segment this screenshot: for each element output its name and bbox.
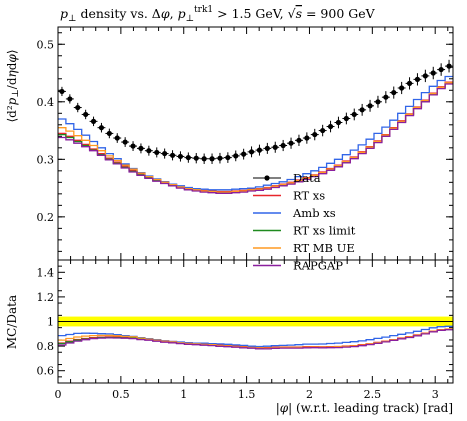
data-point <box>225 154 231 161</box>
data-point <box>320 127 326 134</box>
data-point <box>154 149 160 156</box>
ratio-axis-ticks: 0.6 0.8 1 1.2 1.4 0 0.5 1 1.5 2 2.5 3 <box>37 260 453 401</box>
x-tick-label: 3 <box>432 388 439 401</box>
x-tick-label: 2.5 <box>364 388 382 401</box>
data-point <box>217 155 223 161</box>
data-point <box>359 107 365 113</box>
data-point <box>406 80 413 86</box>
legend-label-rt-xs-limit: RT xs limit <box>293 224 356 238</box>
data-point <box>343 115 349 122</box>
main-y-tick-label: 0.4 <box>37 96 55 109</box>
data-point <box>185 154 191 161</box>
data-point <box>391 89 397 96</box>
data-point <box>98 125 105 131</box>
data-point <box>304 135 310 141</box>
data-point <box>296 137 302 143</box>
data-point <box>146 148 152 154</box>
data-point <box>280 142 286 149</box>
legend-label-amb-xs: Amb xs <box>292 206 336 220</box>
ratio-y-tick-label: 1.4 <box>37 266 55 279</box>
data-point <box>399 85 405 91</box>
data-point <box>264 145 270 151</box>
x-tick-label: 1 <box>180 388 187 401</box>
data-point <box>383 94 389 100</box>
x-tick-label: 2 <box>306 388 313 401</box>
data-point <box>90 118 97 124</box>
legend-marker-data <box>264 175 270 181</box>
data-point <box>59 88 65 95</box>
ratio-series-amb-xs <box>58 325 453 348</box>
data-point <box>414 76 421 82</box>
legend-label-rapgap: RAPGAP <box>293 259 343 273</box>
data-point <box>335 119 342 126</box>
x-tick-label: 0.5 <box>112 388 130 401</box>
data-point <box>122 139 128 145</box>
main-series-amb-xs <box>58 75 453 191</box>
data-point <box>130 143 136 149</box>
x-axis-label: |φ| (w.r.t. leading track) [rad] <box>276 401 453 415</box>
data-point <box>422 73 428 79</box>
data-point <box>256 147 263 153</box>
data-point <box>375 99 381 105</box>
data-point <box>193 155 199 161</box>
ratio-y-tick-label: 0.8 <box>37 340 55 353</box>
x-tick-label: 0 <box>55 388 62 401</box>
ratio-y-tick-label: 0.6 <box>37 365 55 378</box>
data-point <box>177 153 184 160</box>
data-point <box>312 131 318 138</box>
ratio-series-group <box>58 325 453 350</box>
data-point <box>438 66 444 73</box>
legend-label-rt-mb-ue: RT MB UE <box>293 241 355 255</box>
ratio-y-axis-label: MC/Data <box>5 295 19 349</box>
ratio-plot-frame <box>57 259 454 384</box>
data-points-group <box>58 59 453 165</box>
main-y-tick-label: 0.3 <box>37 153 55 166</box>
data-point <box>288 140 294 146</box>
data-point <box>83 111 89 118</box>
legend-label-rt-xs: RT xs <box>293 189 325 203</box>
ratio-y-tick-label: 1 <box>47 316 54 329</box>
data-point <box>351 111 357 118</box>
main-y-tick-label: 0.2 <box>37 211 55 224</box>
ratio-series-rt-mb-ue <box>58 328 453 349</box>
data-point <box>272 144 278 150</box>
data-point <box>209 156 215 162</box>
main-series-rapgap <box>58 83 453 194</box>
data-point <box>430 70 436 76</box>
data-point <box>367 103 373 109</box>
chart-title: p⊥ density vs. Δφ, p⊥trk1 > 1.5 GeV, √s … <box>60 5 376 24</box>
main-plot-frame <box>57 26 454 261</box>
data-point <box>248 149 255 155</box>
main-series-rt-mb-ue <box>58 82 453 193</box>
main-y-tick-label: 0.5 <box>37 38 55 51</box>
legend: Data RT xs Amb xs RT xs limit RT MB UE RAPGAP <box>253 171 356 273</box>
ratio-y-tick-label: 1.2 <box>37 291 55 304</box>
legend-label-data: Data <box>293 171 321 185</box>
data-point <box>327 123 334 130</box>
data-point <box>241 151 247 157</box>
data-point <box>114 135 120 141</box>
ratio-series-rapgap <box>58 329 453 350</box>
x-tick-label: 1.5 <box>238 388 256 401</box>
data-point <box>233 153 239 159</box>
data-point <box>162 150 168 157</box>
data-point <box>138 145 144 151</box>
data-point <box>169 152 176 158</box>
data-point <box>75 104 81 111</box>
main-series-group <box>58 75 453 194</box>
data-point <box>106 130 112 137</box>
main-y-axis-label: ⟨d²p⊥/dηdφ⟩ <box>5 49 21 122</box>
main-axis-ticks: 0.2 0.3 0.4 0.5 <box>37 27 453 260</box>
data-point <box>201 156 207 162</box>
data-point <box>67 96 73 102</box>
data-point <box>446 63 452 69</box>
